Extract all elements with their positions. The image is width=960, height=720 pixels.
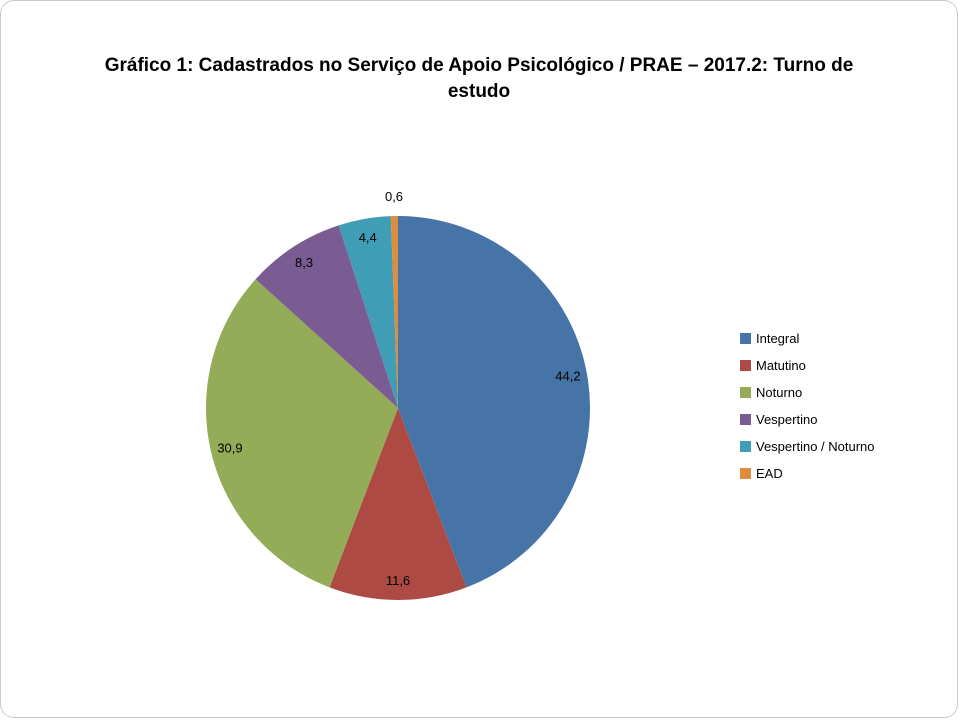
legend-label: Integral bbox=[756, 331, 800, 346]
pie-slice-vespertino bbox=[255, 225, 398, 408]
data-label: 8,3 bbox=[295, 255, 313, 270]
data-label: 30,9 bbox=[217, 440, 242, 455]
legend-item-ead: EAD bbox=[740, 460, 875, 487]
legend-item-integral: Integral bbox=[740, 325, 875, 352]
pie-slice-matutino bbox=[329, 408, 467, 601]
legend-swatch bbox=[740, 333, 751, 344]
legend-label: Vespertino / Noturno bbox=[756, 439, 875, 454]
legend-label: Matutino bbox=[756, 358, 806, 373]
legend-swatch bbox=[740, 387, 751, 398]
legend-item-noturno: Noturno bbox=[740, 379, 875, 406]
data-label: 44,2 bbox=[555, 369, 580, 384]
legend: Integral Matutino Noturno Vespertino Vespert… bbox=[740, 325, 875, 487]
legend-item-vespertino: Vespertino bbox=[740, 406, 875, 433]
pie-slice-integral bbox=[398, 216, 591, 588]
legend-swatch bbox=[740, 441, 751, 452]
legend-swatch bbox=[740, 360, 751, 371]
legend-label: Noturno bbox=[756, 385, 803, 400]
data-label: 4,4 bbox=[359, 230, 377, 245]
legend-swatch bbox=[740, 414, 751, 425]
pie-slice-ead bbox=[390, 216, 398, 408]
legend-item-vespertino-noturno: Vespertino / Noturno bbox=[740, 433, 875, 460]
pie-slice-noturno bbox=[205, 279, 398, 588]
legend-swatch bbox=[740, 468, 751, 479]
data-label: 11,6 bbox=[386, 573, 410, 588]
legend-label: EAD bbox=[756, 466, 783, 481]
pie-slice-vespertino-noturno bbox=[338, 216, 398, 408]
chart-title: Gráfico 1: Cadastrados no Serviço de Apo… bbox=[104, 55, 854, 102]
legend-item-matutino: Matutino bbox=[740, 352, 875, 379]
legend-label: Vespertino bbox=[756, 412, 818, 427]
data-label: 0,6 bbox=[385, 189, 403, 204]
